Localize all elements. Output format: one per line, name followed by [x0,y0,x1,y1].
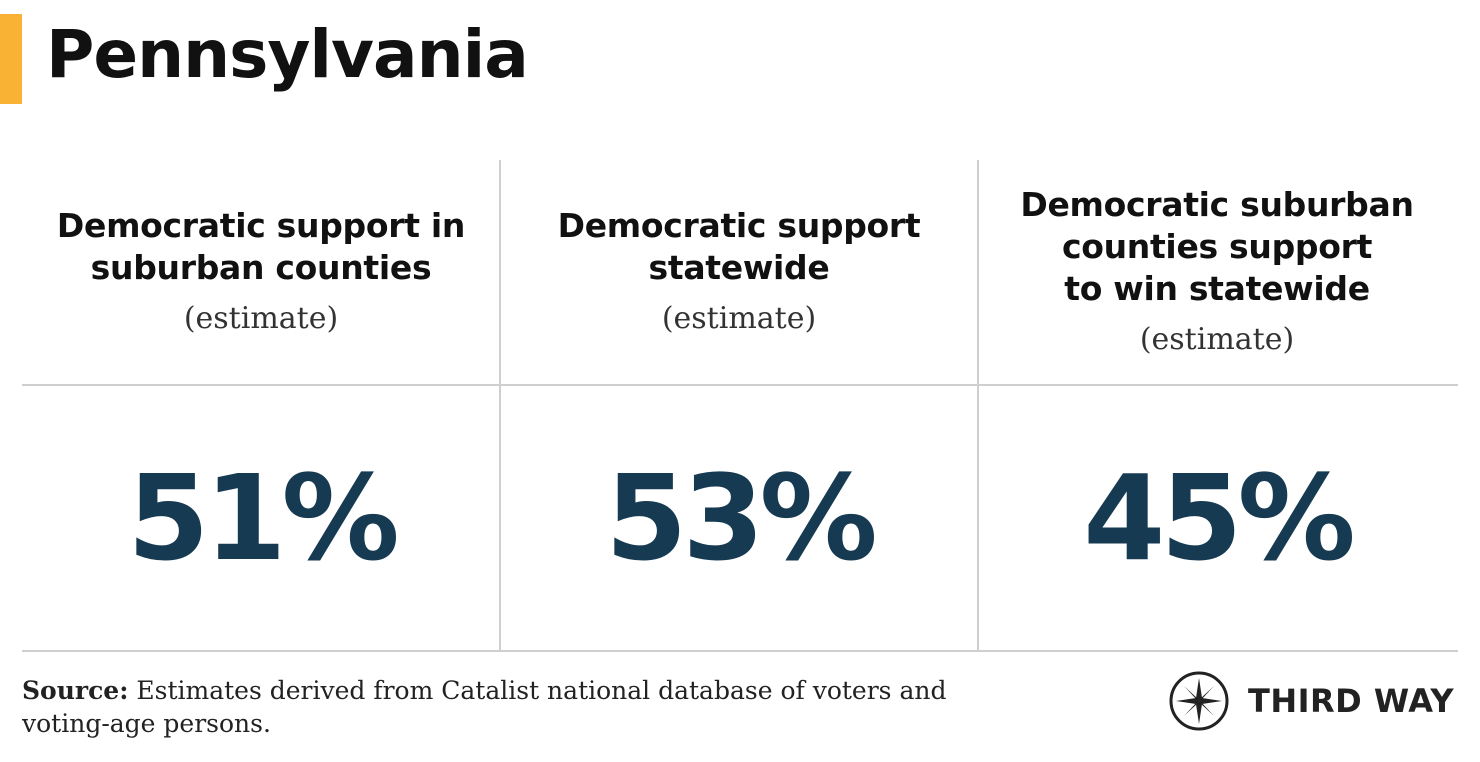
third-way-logo: THIRD WAY [1168,670,1454,732]
heading-line: Democratic support in [56,206,466,245]
estimate-note: (estimate) [183,301,339,336]
table-bottom-divider [22,650,1458,652]
heading-line: counties support [1061,227,1373,266]
title-accent-bar [0,14,22,104]
row-divider [22,384,1458,386]
column-divider [977,160,979,652]
value-statewide-support: 53% [605,449,877,587]
column-heading: Democratic support statewide [558,205,921,289]
column-divider [499,160,501,652]
stats-table: Democratic support in suburban counties … [22,160,1458,652]
heading-line: Democratic support [557,206,921,245]
column-header-statewide-support: Democratic support statewide (estimate) [500,160,978,384]
heading-line: statewide [648,248,830,287]
logo-wordmark: THIRD WAY [1248,682,1455,720]
page-title: Pennsylvania [46,16,529,93]
heading-line: Democratic suburban [1020,185,1414,224]
column-heading: Democratic support in suburban counties [57,205,465,289]
source-label: Source: [22,676,129,705]
compass-icon [1169,671,1229,731]
heading-line: suburban counties [90,248,432,287]
source-text: Estimates derived from Catalist national… [22,676,947,738]
value-suburban-support-to-win: 45% [1083,449,1355,587]
column-header-suburban-support-to-win: Democratic suburban counties support to … [978,160,1456,384]
heading-line: to win statewide [1064,269,1370,308]
source-note: Source: Estimates derived from Catalist … [22,674,1022,740]
column-header-suburban-support: Democratic support in suburban counties … [22,160,500,384]
estimate-note: (estimate) [1139,322,1295,357]
column-heading: Democratic suburban counties support to … [1020,184,1414,310]
value-suburban-support: 51% [127,449,399,587]
estimate-note: (estimate) [661,301,817,336]
